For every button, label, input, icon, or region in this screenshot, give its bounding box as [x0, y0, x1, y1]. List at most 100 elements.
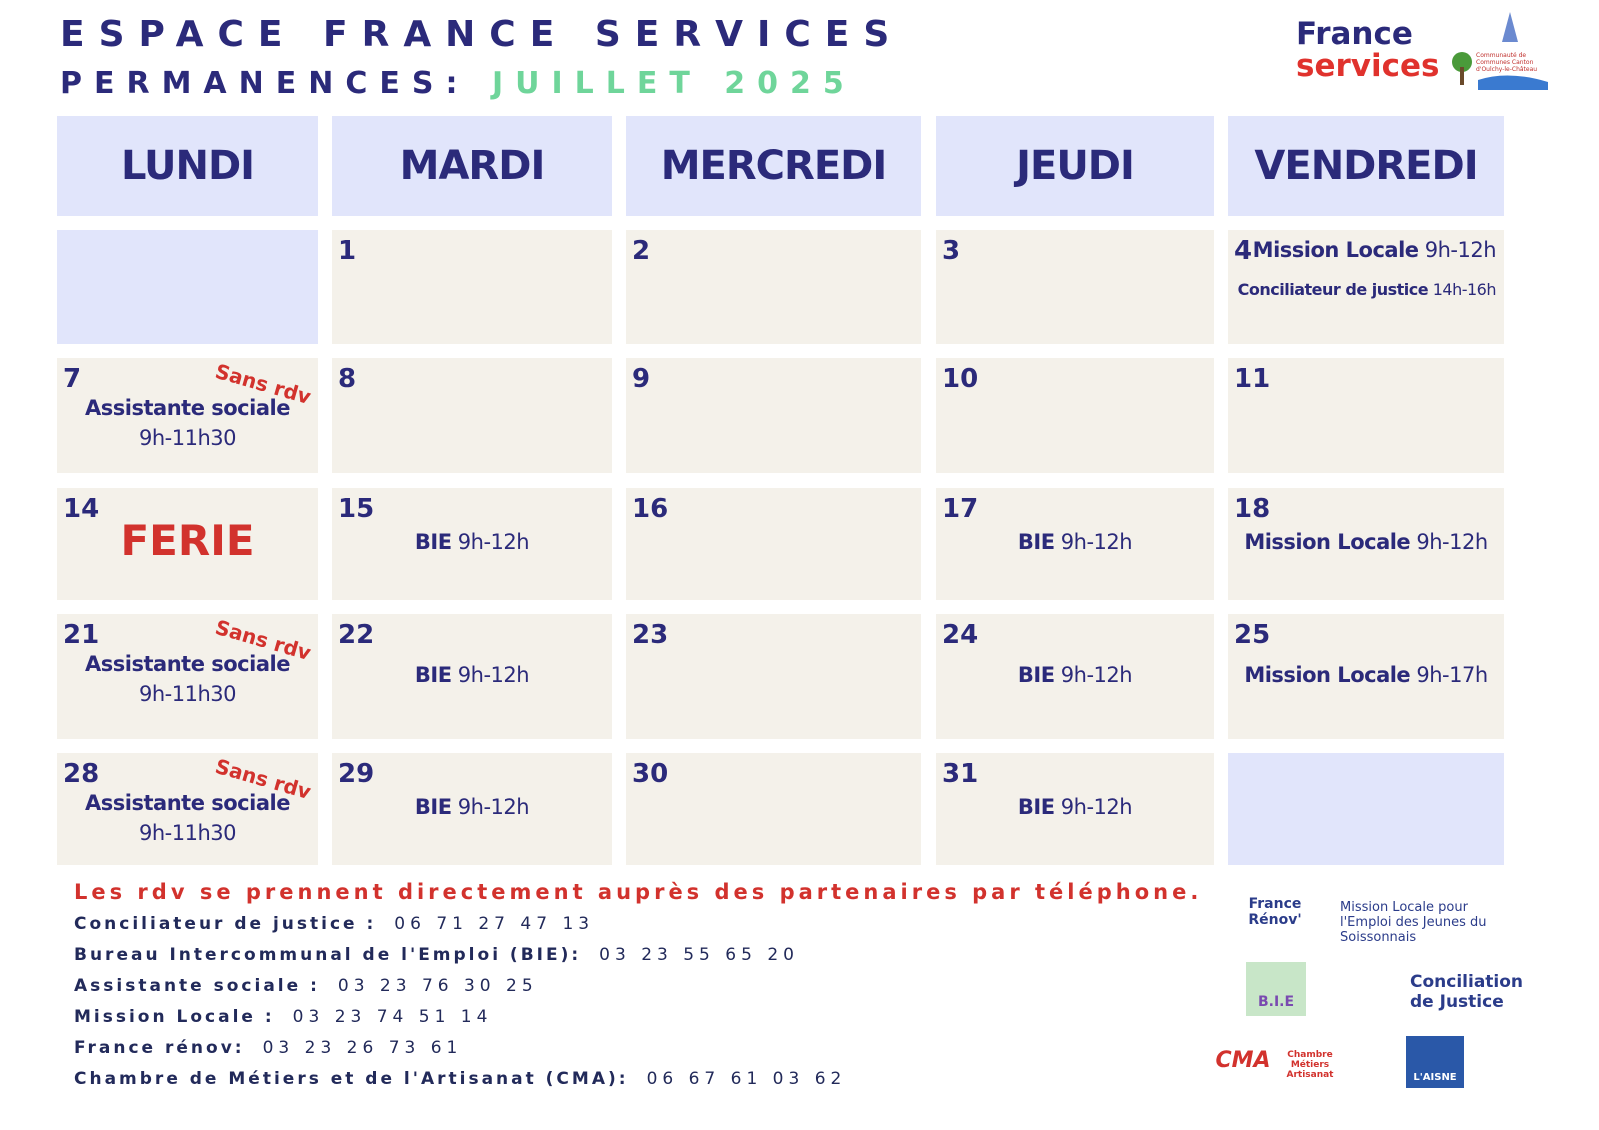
event-time: 9h-12h	[1060, 662, 1133, 687]
day-number: 7	[63, 364, 82, 394]
event-name: BIE	[1017, 530, 1055, 554]
event-name: BIE	[1017, 795, 1055, 819]
event: Mission Locale 9h-12h	[1228, 238, 1497, 262]
contact-label: Mission Locale :	[74, 1007, 275, 1027]
event-time: 9h-12h	[1424, 238, 1497, 262]
event-time: 9h-11h30	[138, 426, 237, 450]
day-number: 16	[632, 494, 669, 524]
day-number: 22	[338, 620, 375, 650]
partner-logo: Mission Locale pour l'Emploi des Jeunes …	[1340, 900, 1487, 945]
day-cell: 11	[1228, 358, 1504, 473]
event: BIE 9h-12h	[332, 795, 612, 819]
event-time: 9h-11h30	[138, 821, 237, 845]
partner-logo: B.I.E	[1246, 962, 1306, 1016]
logo-line: France	[1296, 16, 1413, 52]
subtitle-label: PERMANENCES:	[60, 66, 470, 101]
event-time: 9h-11h30	[138, 682, 237, 706]
day-header: LUNDI	[57, 116, 318, 216]
day-cell: 17 BIE 9h-12h	[936, 488, 1214, 600]
logo-line: services	[1296, 48, 1440, 84]
event: BIE 9h-12h	[936, 530, 1214, 554]
contact-label: France rénov:	[74, 1038, 245, 1058]
community-icon	[1452, 12, 1548, 90]
day-cell: 31 BIE 9h-12h	[936, 753, 1214, 865]
day-number: 18	[1234, 494, 1271, 524]
day-cell: 7 Sans rdv Assistante sociale 9h-11h30	[57, 358, 318, 473]
day-cell: 10	[936, 358, 1214, 473]
event-name: BIE	[414, 662, 452, 687]
day-cell: 14 FERIE	[57, 488, 318, 600]
day-cell	[1228, 753, 1504, 865]
day-cell: 24 BIE 9h-12h	[936, 614, 1214, 739]
month: JUILLET 2025	[491, 66, 856, 101]
notice: Les rdv se prennent directement auprès d…	[74, 880, 1203, 904]
event: Assistante sociale 9h-11h30	[57, 652, 318, 706]
day-number: 8	[338, 364, 357, 394]
contact: Mission Locale : 03 23 74 51 14	[74, 1007, 492, 1027]
day-number: 14	[63, 494, 100, 524]
title: ESPACE FRANCE SERVICES	[60, 14, 904, 55]
day-cell: 18 Mission Locale 9h-12h	[1228, 488, 1504, 600]
partner-logo: France Rénov'	[1248, 896, 1302, 928]
partner-logo: L'AISNE	[1406, 1036, 1464, 1088]
day-header: MARDI	[332, 116, 612, 216]
event: Mission Locale 9h-17h	[1228, 663, 1504, 687]
day-number: 2	[632, 236, 651, 266]
partner-logo: Conciliation de Justice	[1410, 972, 1524, 1012]
contact-phone: 03 23 55 65 20	[599, 945, 799, 965]
contact-phone: 06 67 61 03 62	[646, 1069, 847, 1089]
contact-phone: 06 71 27 47 13	[394, 914, 595, 934]
event-name: Mission Locale	[1252, 238, 1419, 262]
community-name: Communauté de Communes Canton d'Oulchy-l…	[1476, 52, 1538, 73]
event: BIE 9h-12h	[332, 530, 612, 554]
day-cell: 22 BIE 9h-12h	[332, 614, 612, 739]
event-time: 9h-17h	[1416, 662, 1488, 687]
event-time: 9h-12h	[1416, 530, 1488, 554]
event: Conciliateur de justice 14h-16h	[1228, 280, 1497, 299]
event-name: BIE	[414, 530, 452, 554]
contact: Conciliateur de justice : 06 71 27 47 13	[74, 914, 594, 934]
day-number: 10	[942, 364, 979, 394]
day-cell: 29 BIE 9h-12h	[332, 753, 612, 865]
event-time: 9h-12h	[457, 662, 530, 687]
day-number: 24	[942, 620, 979, 650]
contact: France rénov: 03 23 26 73 61	[74, 1038, 462, 1058]
event-name: Mission Locale	[1244, 662, 1411, 687]
day-cell: 8	[332, 358, 612, 473]
contact-label: Conciliateur de justice :	[74, 914, 377, 934]
day-cell: 9	[626, 358, 921, 473]
event: Mission Locale 9h-12h	[1228, 530, 1504, 554]
partner-logo: Chambre Métiers Artisanat	[1286, 1050, 1334, 1080]
day-number: 9	[632, 364, 651, 394]
day-number: 1	[338, 236, 357, 266]
day-header: VENDREDI	[1228, 116, 1504, 216]
event-name: Assistante sociale	[85, 791, 290, 815]
day-number: 4	[1234, 236, 1253, 266]
day-cell: 21 Sans rdv Assistante sociale 9h-11h30	[57, 614, 318, 739]
day-cell: 2	[626, 230, 921, 344]
contact: Assistante sociale : 03 23 76 30 25	[74, 976, 538, 996]
event-name: Assistante sociale	[85, 396, 290, 420]
event-name: Assistante sociale	[85, 652, 290, 676]
event-name: BIE	[1017, 662, 1055, 687]
day-number: 17	[942, 494, 979, 524]
day-cell: 30	[626, 753, 921, 865]
event-time: 9h-12h	[1060, 795, 1133, 819]
event-time: 9h-12h	[1060, 530, 1133, 554]
event: BIE 9h-12h	[332, 663, 612, 687]
day-cell: 28 Sans rdv Assistante sociale 9h-11h30	[57, 753, 318, 865]
event: Assistante sociale 9h-11h30	[57, 791, 318, 845]
contact-phone: 03 23 76 30 25	[337, 976, 538, 996]
day-number: 21	[63, 620, 100, 650]
holiday: FERIE	[120, 516, 255, 565]
day-header: MERCREDI	[626, 116, 921, 216]
day-number: 25	[1234, 620, 1271, 650]
event: BIE 9h-12h	[936, 663, 1214, 687]
day-number: 29	[338, 759, 375, 789]
contact: Bureau Intercommunal de l'Emploi (BIE): 0…	[74, 945, 799, 965]
day-number: 30	[632, 759, 669, 789]
day-number: 11	[1234, 364, 1271, 394]
day-number: 28	[63, 759, 100, 789]
logo: France services	[1296, 18, 1439, 82]
